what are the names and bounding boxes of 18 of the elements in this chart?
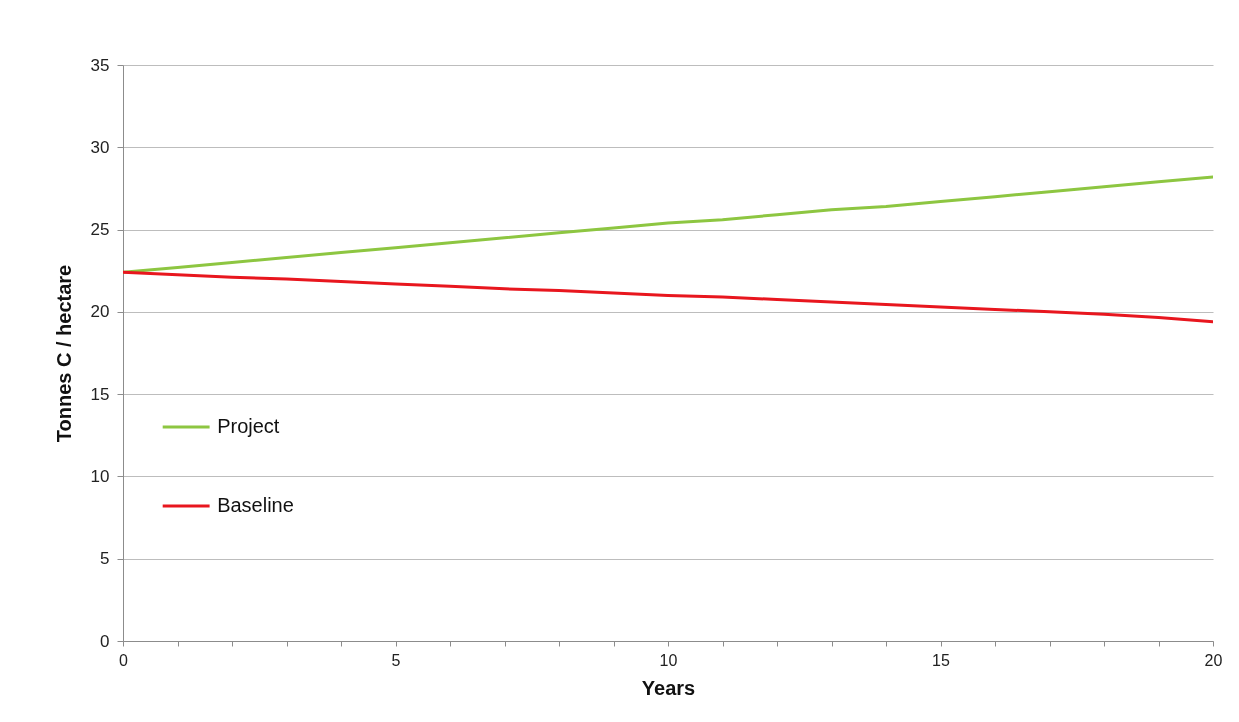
y-tick-label: 35 <box>90 55 110 75</box>
x-tick-label: 20 <box>1204 651 1223 669</box>
y-tick-label: 10 <box>90 466 110 486</box>
y-tick-label: 25 <box>90 220 110 240</box>
y-tick-label: 0 <box>100 631 110 651</box>
y-tick-label: 20 <box>90 302 110 322</box>
y-axis-title: Tonnes C / hectare <box>52 264 75 443</box>
legend-label: Project <box>217 414 280 437</box>
line-series <box>123 270 1213 324</box>
y-tick-label: 15 <box>90 384 110 404</box>
x-tick-label: 15 <box>932 651 950 669</box>
x-tick-label: 10 <box>659 651 678 669</box>
y-tick-label: 30 <box>90 137 110 157</box>
y-tick-label: 5 <box>100 549 110 569</box>
legend-label: Baseline <box>217 493 294 516</box>
x-axis-title: Years <box>641 676 696 699</box>
x-tick-label: 0 <box>119 651 129 669</box>
x-tick-label: 5 <box>391 651 401 669</box>
